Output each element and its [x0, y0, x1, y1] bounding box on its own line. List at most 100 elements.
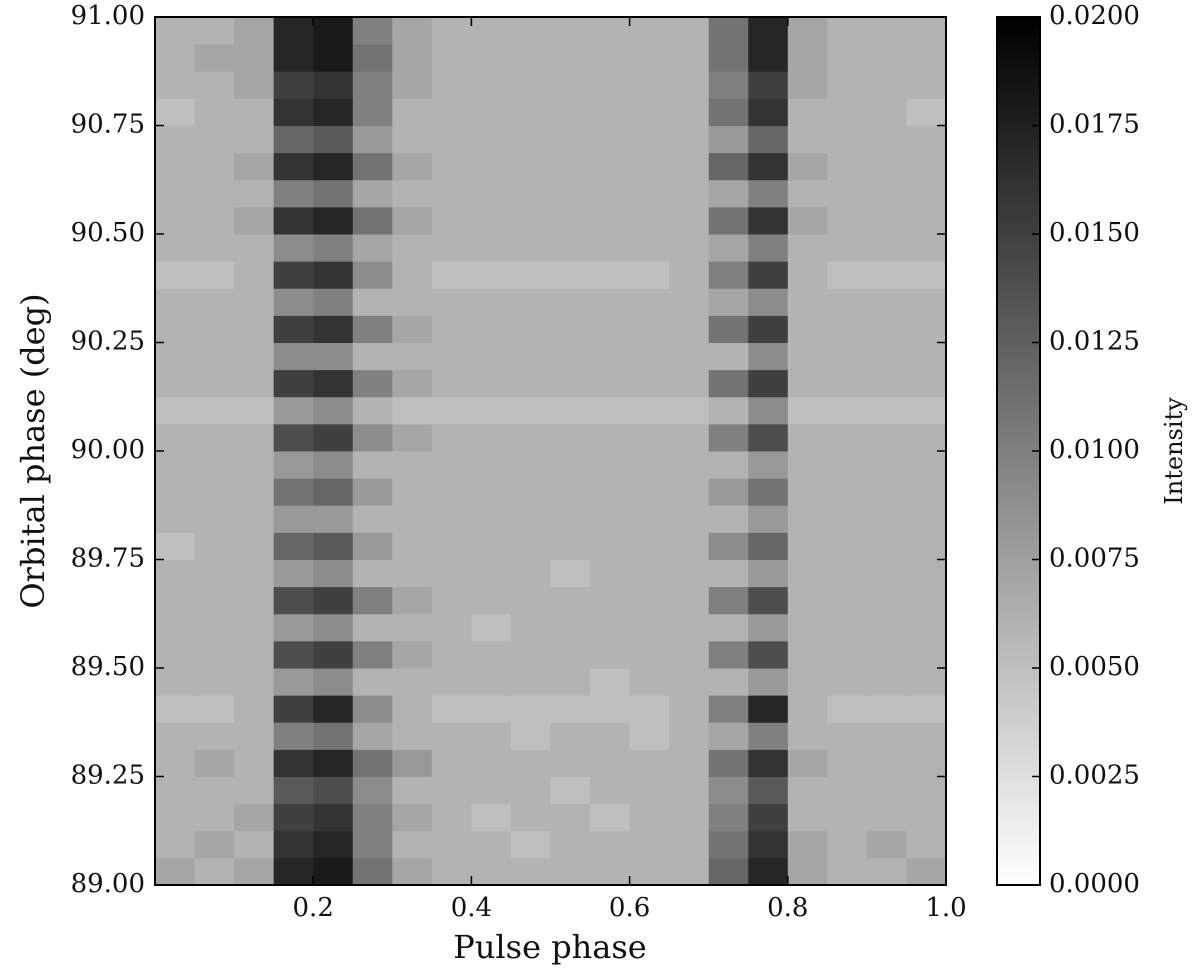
heatmap-cell [194, 315, 235, 343]
heatmap-cell [392, 613, 433, 642]
heatmap-cell [708, 44, 749, 72]
heatmap-cell [866, 451, 907, 479]
heatmap-cell [510, 613, 551, 642]
heatmap-cell [471, 44, 512, 72]
heatmap-cells [155, 17, 947, 886]
heatmap-cell [392, 179, 433, 208]
heatmap-cell [787, 396, 828, 425]
heatmap-cell [313, 668, 354, 696]
heatmap-cell [906, 451, 947, 479]
heatmap-cell [273, 179, 314, 208]
heatmap-cell [313, 532, 354, 560]
heatmap-cell [392, 695, 433, 723]
heatmap-cell [590, 423, 631, 452]
heatmap-cell [234, 423, 275, 452]
heatmap-cell [748, 423, 789, 452]
heatmap-cell [510, 695, 551, 723]
heatmap-cell [708, 17, 749, 45]
heatmap-cell [471, 451, 512, 479]
heatmap-cell [194, 206, 235, 235]
heatmap-cell [392, 749, 433, 777]
heatmap-cell [510, 152, 551, 181]
heatmap-cell [155, 152, 196, 181]
heatmap-cell [550, 559, 591, 588]
heatmap-cell [234, 613, 275, 642]
heatmap-cell [194, 586, 235, 615]
heatmap-cell [669, 423, 710, 452]
heatmap-cell [590, 315, 631, 343]
heatmap-cell [590, 532, 631, 560]
heatmap-cell [629, 532, 670, 560]
heatmap-cell [352, 803, 393, 832]
x-tick-label: 0.2 [293, 893, 334, 923]
heatmap-cell [866, 369, 907, 398]
heatmap-cell [629, 44, 670, 72]
heatmap-cell [550, 288, 591, 316]
heatmap-cell [787, 125, 828, 154]
heatmap-cell [273, 640, 314, 669]
heatmap-cell [550, 478, 591, 506]
heatmap-cell [669, 640, 710, 669]
y-tick-label: 90.25 [71, 327, 145, 357]
heatmap-cell [155, 98, 196, 126]
heatmap-cell [906, 640, 947, 669]
heatmap-cell [273, 342, 314, 371]
heatmap-cell [669, 478, 710, 506]
heatmap-cell [273, 830, 314, 859]
colorbar-tick-label: 0.0075 [1049, 544, 1140, 574]
heatmap-cell [313, 342, 354, 371]
heatmap-cell [906, 261, 947, 289]
heatmap-cell [550, 423, 591, 452]
heatmap-cell [590, 668, 631, 696]
heatmap-cell [748, 125, 789, 154]
heatmap-cell [194, 857, 235, 886]
heatmap-cell [629, 695, 670, 723]
heatmap-cell [194, 261, 235, 289]
heatmap-cell [708, 505, 749, 533]
heatmap-cell [194, 369, 235, 398]
heatmap-cell [431, 586, 472, 615]
heatmap-cell [352, 830, 393, 859]
heatmap-cell [787, 423, 828, 452]
heatmap-cell [431, 532, 472, 560]
heatmap-cell [194, 640, 235, 669]
heatmap-cell [787, 586, 828, 615]
heatmap-cell [827, 559, 868, 588]
heatmap-cell [827, 668, 868, 696]
heatmap-cell [352, 722, 393, 750]
heatmap-cell [629, 749, 670, 777]
heatmap-cell [273, 234, 314, 262]
heatmap-cell [590, 640, 631, 669]
heatmap-cell [748, 559, 789, 588]
heatmap-cell [590, 451, 631, 479]
heatmap-cell [748, 505, 789, 533]
x-axis-label: Pulse phase [453, 928, 646, 966]
heatmap-cell [510, 722, 551, 750]
heatmap-cell [787, 776, 828, 805]
heatmap-cell [273, 776, 314, 805]
heatmap-cell [590, 206, 631, 235]
heatmap-cell [392, 288, 433, 316]
heatmap-cell [273, 613, 314, 642]
heatmap-cell [352, 44, 393, 72]
heatmap-cell [234, 857, 275, 886]
heatmap-cell [510, 423, 551, 452]
heatmap-cell [866, 640, 907, 669]
heatmap-cell [827, 288, 868, 316]
heatmap-cell [906, 234, 947, 262]
heatmap-cell [471, 315, 512, 343]
heatmap-cell [155, 722, 196, 750]
heatmap-cell [234, 44, 275, 72]
heatmap-cell [352, 125, 393, 154]
heatmap-cell [629, 98, 670, 126]
y-tick-label: 89.50 [71, 652, 145, 682]
heatmap-cell [155, 234, 196, 262]
heatmap-cell [431, 505, 472, 533]
heatmap-cell [669, 396, 710, 425]
heatmap-cell [629, 342, 670, 371]
heatmap-cell [471, 586, 512, 615]
heatmap-cell [234, 342, 275, 371]
heatmap-cell [234, 288, 275, 316]
heatmap-cell [471, 234, 512, 262]
heatmap-cell [906, 17, 947, 45]
